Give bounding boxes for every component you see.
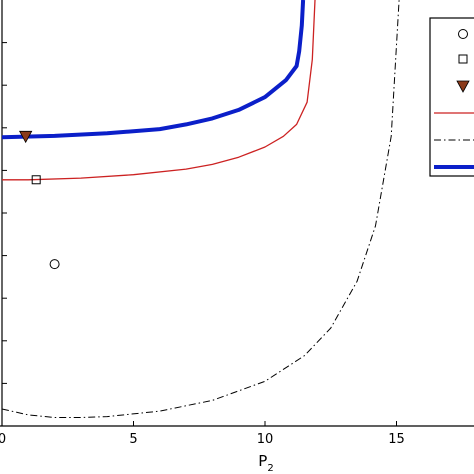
x-tick-label: 15	[388, 432, 405, 447]
legend-marker-circle	[458, 29, 468, 39]
legend-marker-square	[458, 54, 468, 64]
plot-frame	[0, 0, 474, 427]
series-line-thin-solid-red	[2, 0, 316, 181]
legend	[429, 17, 474, 177]
legend-marker-triangle-down	[456, 80, 470, 93]
series-line-thick-solid-blue	[1, 0, 306, 140]
x-tick-label: 0	[0, 432, 6, 447]
series-layer	[1, 0, 400, 418]
x-tick-label: 5	[129, 432, 137, 447]
data-point-triangle-down	[18, 130, 33, 144]
legend-box	[429, 17, 474, 177]
x-axis-label: P2	[258, 452, 273, 474]
points-layer	[18, 130, 60, 270]
series-line-dash-dot-black	[1, 0, 400, 418]
data-point-square	[31, 175, 41, 185]
x-axis-ticks: 0 5 10 15	[0, 421, 405, 447]
x-tick-label: 10	[257, 432, 274, 447]
data-point-circle	[49, 259, 60, 270]
